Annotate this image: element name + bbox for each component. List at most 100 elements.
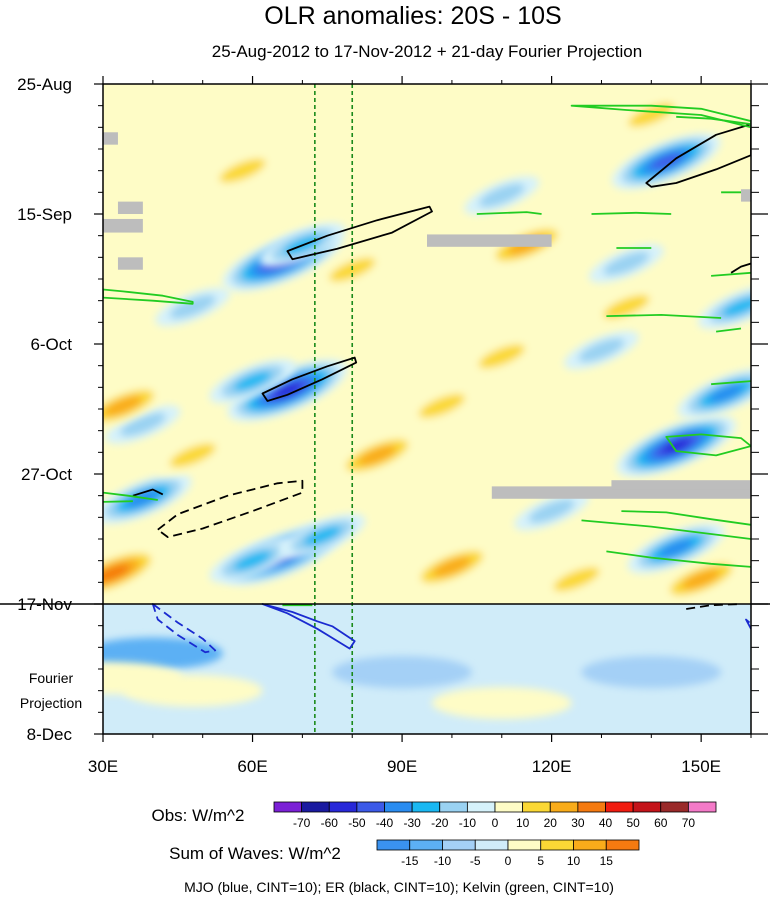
obs-colorbar-level-13: 60 (654, 816, 668, 830)
chart-subtitle: 25-Aug-2012 to 17-Nov-2012 + 21-day Four… (212, 42, 642, 61)
x-tick-label-0: 30E (88, 757, 118, 776)
obs-colorbar-level-2: -50 (348, 816, 366, 830)
obs-colorbar-swatch-15 (687, 801, 717, 813)
contour-kelvin-10 (570, 104, 751, 129)
obs-colorbar-swatch-5 (411, 801, 441, 813)
waves-colorbar-swatch-7 (605, 839, 640, 851)
x-tick-label-4: 150E (681, 757, 721, 776)
anomaly-level-3-2 (233, 371, 272, 391)
anomaly-level-9-1 (169, 295, 216, 319)
projection-blob-5 (103, 662, 183, 695)
anomaly-blob-5 (209, 538, 296, 583)
obs-colorbar-level-14: 70 (682, 816, 696, 830)
anomaly-blob-17 (564, 330, 639, 370)
y-tick-label-5: 8-Dec (27, 725, 73, 744)
waves-colorbar-swatch-1 (409, 839, 443, 851)
anomaly-blob-31 (155, 436, 231, 475)
waves-colorbar-swatch-5 (540, 839, 574, 851)
anomaly-level-16-1 (478, 183, 525, 208)
waves-colorbar-level-5: 10 (567, 854, 581, 868)
x-tick-label-1: 60E (237, 757, 267, 776)
contour-kelvin-12 (103, 288, 194, 305)
anomaly-level-31-1 (169, 443, 216, 468)
waves-colorbar-level-4: 5 (537, 854, 544, 868)
obs-colorbar-swatch-8 (494, 801, 524, 813)
waves-colorbar-level-3: 0 (505, 854, 512, 868)
anomaly-blob-28 (408, 544, 495, 590)
contour-er-2 (645, 123, 751, 188)
contour-mjo-8 (151, 603, 217, 654)
anomaly-blob-6 (279, 513, 366, 559)
anomaly-blob-8 (105, 405, 181, 444)
waves-colorbar-label: Sum of Waves: W/m^2 (169, 844, 341, 863)
anomaly-blob-3 (209, 358, 296, 404)
contour-legend: MJO (blue, CINT=10); ER (black, CINT=10)… (184, 879, 614, 895)
missing-data-2 (103, 218, 143, 233)
obs-colorbar-swatch-10 (549, 801, 579, 813)
anomaly-level-26-1 (219, 158, 266, 183)
y-tick-label-2: 6-Oct (30, 335, 72, 354)
y-tick-label-3: 27-Oct (21, 465, 72, 484)
wave-contours (103, 104, 751, 654)
obs-colorbar-swatch-13 (632, 801, 662, 813)
anomaly-blob-29 (658, 557, 745, 602)
obs-colorbar-swatch-2 (328, 801, 358, 813)
obs-colorbar-swatch-11 (577, 801, 606, 813)
obs-colorbar-swatch-7 (466, 801, 496, 813)
missing-data-4 (427, 234, 552, 247)
obs-colorbar-level-0: -70 (293, 816, 311, 830)
contour-kelvin-14 (591, 211, 672, 215)
waves-colorbar-level-6: 15 (600, 854, 614, 868)
anomaly-blob-10 (612, 133, 721, 190)
contour-er-0 (286, 205, 433, 261)
missing-data-1 (117, 201, 143, 214)
anomaly-level-10-4 (650, 153, 682, 170)
projection-anomaly-field (103, 604, 751, 734)
contour-kelvin-22 (621, 510, 751, 526)
obs-colorbar-swatch-3 (356, 801, 385, 813)
anomaly-blob-20 (103, 383, 166, 429)
missing-data-3 (117, 257, 143, 270)
projection-blob-2 (581, 656, 722, 689)
waves-colorbar-level-0: -15 (401, 854, 419, 868)
contour-er-5 (156, 479, 304, 538)
obs-colorbar-level-10: 30 (571, 816, 585, 830)
anomaly-level-20-2 (103, 396, 143, 416)
anomaly-blob-16 (464, 176, 540, 215)
anomaly-blob-23 (613, 95, 689, 135)
waves-colorbar-swatch-4 (507, 839, 542, 851)
anomaly-level-30-1 (478, 344, 525, 369)
anomaly-blob-21 (334, 433, 421, 478)
anomaly-level-8-1 (119, 412, 166, 437)
obs-colorbar-level-12: 50 (626, 816, 640, 830)
anomaly-blob-9 (155, 287, 231, 327)
anomaly-level-24-1 (418, 394, 465, 418)
axes: 25-Aug 15-Sep 6-Oct 27-Oct 17-Nov 8-Dec 30E 60E… (0, 75, 770, 776)
anomaly-level-28-2 (432, 557, 472, 577)
contour-kelvin-19 (711, 380, 751, 386)
contour-mjo-9 (745, 618, 751, 630)
projection-blob-1 (332, 656, 473, 689)
waves-colorbar-level-2: -5 (470, 854, 481, 868)
obs-colorbar-level-9: 20 (544, 816, 558, 830)
obs-colorbar-swatch-6 (439, 801, 468, 813)
x-tick-label-2: 90E (387, 757, 417, 776)
anomaly-level-23-1 (628, 103, 675, 127)
contour-er-1 (261, 356, 358, 402)
anomaly-blob-32 (539, 560, 614, 599)
contour-kelvin-21 (665, 433, 751, 457)
missing-data-layer (103, 132, 751, 499)
anomaly-blob-18 (514, 491, 590, 531)
obs-colorbar-level-5: -20 (431, 816, 449, 830)
waves-colorbar: -15 -10 -5 0 5 10 15 (376, 839, 640, 868)
projection-label-line2: Projection (20, 695, 82, 711)
contour-kelvin-23 (581, 519, 751, 540)
anomaly-level-27-1 (603, 295, 650, 319)
contour-er-3 (730, 262, 751, 274)
anomaly-level-12-3 (659, 539, 694, 558)
obs-colorbar-level-6: -10 (459, 816, 477, 830)
contour-kelvin-15 (606, 313, 722, 319)
plot-area (103, 84, 751, 734)
contour-kelvin-25 (103, 491, 158, 501)
obs-colorbar-swatch-12 (605, 801, 634, 813)
